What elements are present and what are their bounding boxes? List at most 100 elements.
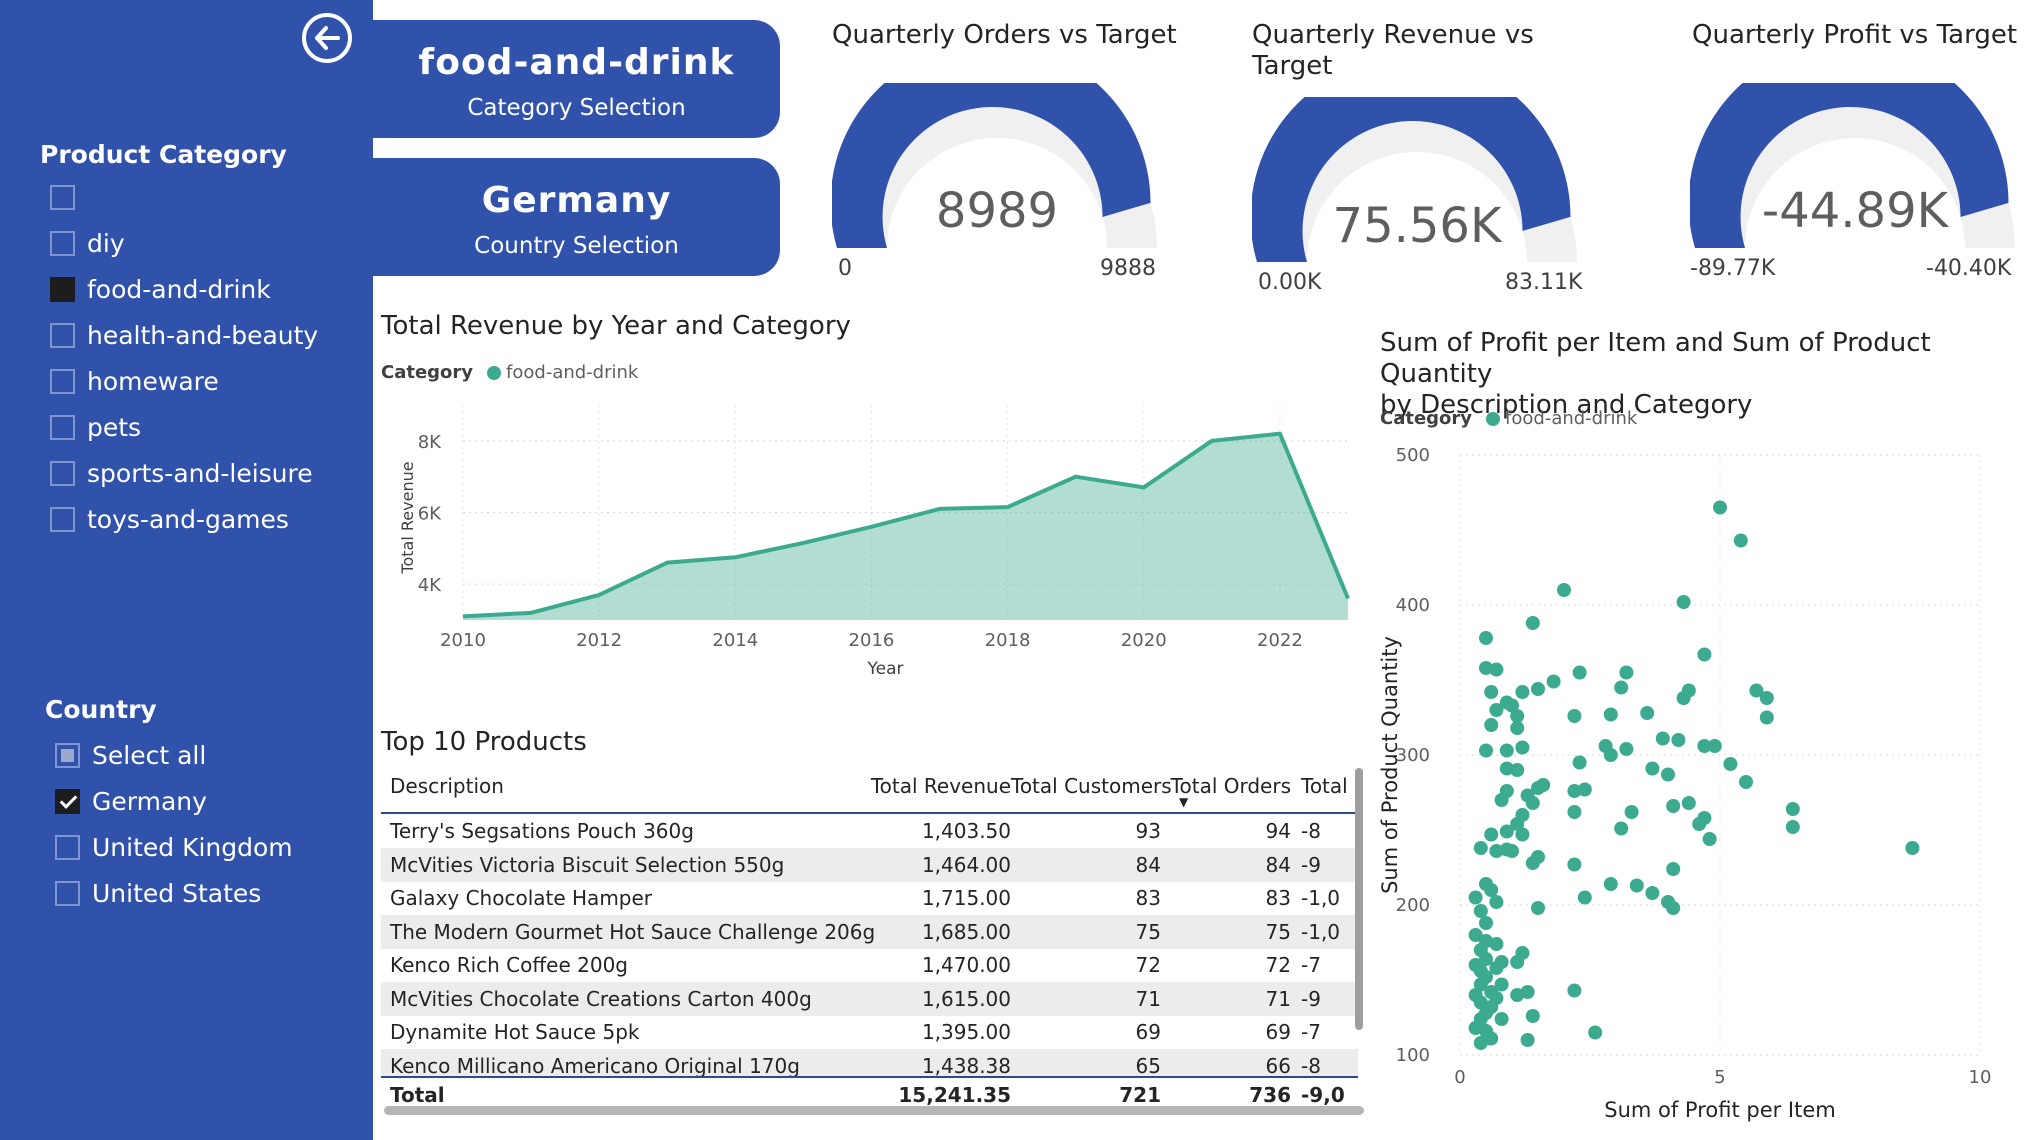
- scatter-point: [1494, 793, 1509, 807]
- x-axis-label: Year: [867, 659, 904, 679]
- checkbox[interactable]: [50, 414, 75, 440]
- country-slicer-item[interactable]: Germany: [55, 778, 293, 824]
- scatter-point: [1588, 1025, 1603, 1040]
- scatter-point: [1572, 665, 1587, 680]
- checkbox[interactable]: [50, 276, 75, 302]
- scatter-point: [1473, 977, 1488, 992]
- scatter-point: [1739, 775, 1753, 789]
- product_category-slicer-item[interactable]: health-and-beauty: [50, 312, 318, 358]
- table-cell: 1,685.00: [921, 919, 1011, 944]
- x-tick-label: 10: [1969, 1067, 1992, 1088]
- checkbox[interactable]: [50, 230, 75, 256]
- gauge-orders[interactable]: [832, 83, 1162, 248]
- checkbox[interactable]: [55, 880, 80, 906]
- checkbox[interactable]: [55, 788, 80, 814]
- column-header-total-revenue[interactable]: Total Revenue: [870, 774, 1011, 798]
- checkbox[interactable]: [50, 184, 75, 210]
- scatter-point: [1577, 782, 1592, 797]
- table-cell: 83: [1135, 886, 1161, 910]
- category-selection-value: food-and-drink: [418, 42, 735, 83]
- scatter-point: [1531, 901, 1545, 915]
- x-tick-label: 2022: [1257, 630, 1303, 651]
- scatter-point: [1614, 821, 1629, 836]
- scatter-point: [1629, 878, 1644, 893]
- table-row[interactable]: Kenco Rich Coffee 200g 1,470.00 72 72 -7: [381, 948, 1358, 982]
- scatter-point: [1697, 647, 1712, 662]
- scatter-point: [1567, 857, 1582, 872]
- table-title: Top 10 Products: [381, 727, 587, 757]
- table-row[interactable]: Kenco Millicano Americano Original 170g 1…: [381, 1048, 1358, 1076]
- table-row[interactable]: Terry's Segsations Pouch 360g 1,403.50 93 9…: [381, 814, 1358, 848]
- x-tick-label: 2020: [1121, 630, 1167, 651]
- table-cell: 1,403.50: [921, 819, 1011, 843]
- product_category-slicer-item[interactable]: food-and-drink: [50, 266, 318, 312]
- column-header-total-orders[interactable]: Total Orders: [1170, 774, 1291, 798]
- table-cell: 84: [1265, 852, 1291, 877]
- country-selection-caption: Country Selection: [474, 233, 679, 259]
- product_category-slicer-item[interactable]: diy: [50, 220, 318, 266]
- area-line: [462, 431, 1350, 619]
- table-row[interactable]: McVities Chocolate Creations Carton 400g…: [381, 981, 1358, 1016]
- x-tick-label: 2010: [440, 630, 486, 651]
- checkbox[interactable]: [50, 322, 75, 348]
- scatter-point: [1567, 805, 1582, 819]
- country-selection-value: Germany: [481, 180, 672, 221]
- revenue-legend-item[interactable]: food-and-drink: [506, 362, 639, 383]
- y-tick-label: 100: [1396, 1045, 1430, 1066]
- table-cell: 1,470.00: [921, 953, 1011, 977]
- scatter-point: [1785, 802, 1800, 816]
- table-cell: 93: [1135, 819, 1161, 843]
- checkbox[interactable]: [55, 742, 80, 768]
- table-row[interactable]: McVities Victoria Biscuit Selection 550g…: [381, 847, 1358, 882]
- gauge-revenue-title: Quarterly Revenue vs Target: [1252, 20, 1534, 81]
- gauge-orders-title: Quarterly Orders vs Target: [832, 20, 1177, 50]
- table-row[interactable]: The Modern Gourmet Hot Sauce Challenge 2…: [381, 914, 1358, 949]
- country-slicer-item-label: United States: [92, 878, 262, 908]
- column-header-total-customers[interactable]: Total Customers: [1011, 774, 1172, 798]
- scatter-legend-item[interactable]: food-and-drink: [1505, 408, 1638, 429]
- table-row[interactable]: Galaxy Chocolate Hamper 1,715.00 83 83 -1,0: [381, 881, 1358, 915]
- product_category-slicer-item[interactable]: [50, 174, 318, 220]
- product_category-slicer-item[interactable]: sports-and-leisure: [50, 450, 318, 496]
- total-revenue: 15,241.35: [898, 1083, 1011, 1107]
- gauge-revenue[interactable]: [1252, 97, 1582, 262]
- country-slicer-item[interactable]: United States: [55, 870, 293, 916]
- column-header-description[interactable]: Description: [390, 774, 504, 798]
- scatter-point: [1723, 757, 1738, 771]
- table-cell: McVities Victoria Biscuit Selection 550g: [390, 852, 785, 877]
- country-slicer-item[interactable]: Select all: [55, 732, 293, 778]
- product_category-slicer-item[interactable]: pets: [50, 404, 318, 450]
- gauge-revenue-value: 75.56K: [1332, 198, 1502, 254]
- scatter-point: [1707, 739, 1722, 753]
- product_category-slicer-item[interactable]: homeware: [50, 358, 318, 404]
- country-slicer-item[interactable]: United Kingdom: [55, 824, 293, 870]
- product_category-slicer-item-label: diy: [87, 228, 125, 258]
- back-button[interactable]: [302, 13, 352, 63]
- checkbox[interactable]: [50, 506, 75, 532]
- scatter-chart[interactable]: 100 200 300 400 500 0 5 10 Sum of Profit per Ite…: [1370, 435, 2025, 1135]
- product_category-slicer-item[interactable]: toys-and-games: [50, 496, 318, 542]
- scatter-point: [1489, 895, 1504, 909]
- scatter-point: [1515, 827, 1530, 842]
- scatter-point: [1473, 1036, 1488, 1050]
- revenue-area-chart[interactable]: 4K 6K 8K 2010 2012 2014 2016 2018 2020 2022 Year To…: [373, 395, 1363, 730]
- scatter-point: [1525, 856, 1540, 870]
- scatter-point: [1489, 961, 1504, 975]
- scatter-chart-title: Sum of Profit per Item and Sum of Produc…: [1380, 328, 2020, 421]
- checkbox[interactable]: [50, 460, 75, 486]
- scatter-point: [1484, 827, 1499, 842]
- table-vertical-scrollbar[interactable]: [1355, 768, 1363, 1030]
- scatter-point: [1499, 824, 1514, 839]
- scatter-point: [1505, 844, 1519, 858]
- checkbox[interactable]: [55, 834, 80, 860]
- table-cell: 72: [1135, 953, 1161, 977]
- column-header-total[interactable]: Total: [1301, 774, 1348, 798]
- checkbox[interactable]: [50, 368, 75, 394]
- scatter-point: [1661, 767, 1675, 782]
- sidebar: Product Category diy food-and-drink health…: [0, 0, 373, 1140]
- gauge-profit[interactable]: [1690, 83, 2020, 248]
- table-horizontal-scrollbar[interactable]: [384, 1106, 1364, 1115]
- table-cell: 1,395.00: [921, 1020, 1011, 1044]
- scatter-legend-title: Category: [1380, 408, 1473, 429]
- table-row[interactable]: Dynamite Hot Sauce 5pk 1,395.00 69 69 -7: [381, 1015, 1358, 1049]
